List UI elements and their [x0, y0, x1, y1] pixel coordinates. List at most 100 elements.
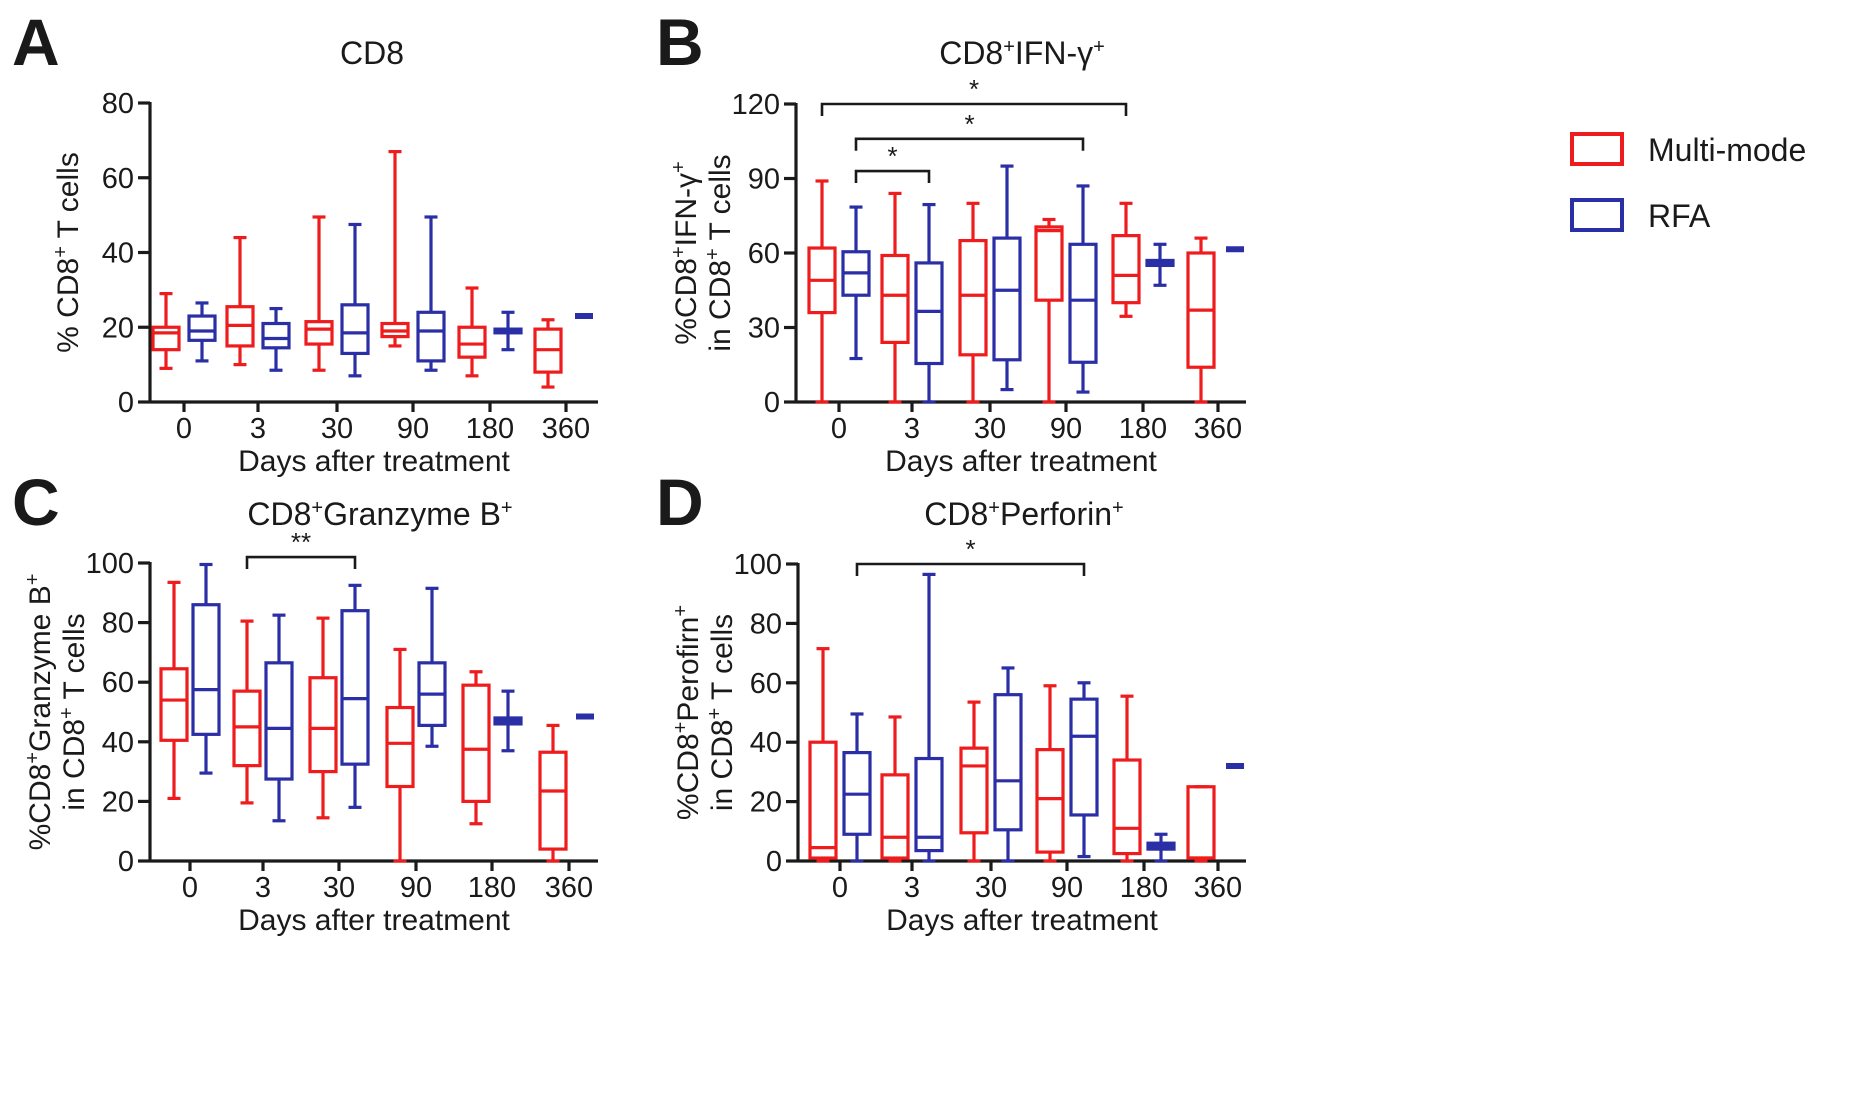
- y-tick-label: 80: [102, 608, 134, 640]
- box-rfa-day-0: [191, 562, 221, 775]
- x-axis-label: Days after treatment: [885, 445, 1157, 478]
- x-tick-label: 360: [1194, 413, 1242, 445]
- x-tick-label: 3: [250, 413, 266, 445]
- panel-letter: D: [656, 465, 704, 539]
- iqr-box: [1069, 697, 1099, 817]
- x-tick-label: 360: [1194, 872, 1242, 904]
- y-tick-label: 60: [102, 667, 134, 699]
- box-multi-mode-day-0: [807, 179, 837, 404]
- iqr-box: [1035, 748, 1065, 854]
- panel-d: D CD8+Perforin+ 0 20 40 60 80 100 0 3 30 90 180 360 Da…: [656, 465, 1246, 937]
- iqr-box: [416, 310, 446, 363]
- x-axis-label: Days after treatment: [238, 445, 510, 478]
- x-tick-label: 30: [321, 413, 353, 445]
- iqr-box: [308, 676, 338, 774]
- panel-b: B CD8+IFN-γ+ 0 30 60 90 120 0 3 30 90 180 360 Days af…: [656, 5, 1246, 478]
- significance-bracket: *: [854, 141, 931, 184]
- bracket-line: [854, 169, 931, 184]
- box-multi-mode-day-90: [385, 647, 415, 863]
- y-tick-label: 60: [750, 668, 782, 700]
- iqr-box: [959, 746, 989, 835]
- box-multi-mode-day-180: [457, 286, 487, 378]
- iqr-box: [159, 667, 189, 742]
- box-multi-mode-day-360: [533, 318, 563, 389]
- iqr-box: [808, 740, 838, 860]
- y-axis-label: in CD8+ T cells: [56, 613, 91, 810]
- x-tick-label: 0: [176, 413, 192, 445]
- y-tick-label: 0: [118, 387, 134, 419]
- bracket-line: [820, 102, 1128, 116]
- y-tick-label: 60: [102, 163, 134, 195]
- box-multi-mode-day-0: [151, 292, 181, 370]
- y-tick-label: 20: [102, 786, 134, 818]
- iqr-box: [1111, 234, 1141, 305]
- iqr-box: [914, 261, 944, 366]
- box-rfa-day-180: [493, 689, 523, 753]
- box-rfa-day-90: [416, 215, 446, 372]
- x-tick-label: 180: [466, 413, 514, 445]
- iqr-box: [1068, 242, 1098, 364]
- iqr-box: [1186, 785, 1216, 860]
- box-multi-mode-day-3: [880, 715, 910, 863]
- significance-label: *: [964, 109, 974, 139]
- significance-bracket: **: [245, 527, 357, 570]
- x-tick-label: 30: [974, 413, 1006, 445]
- x-tick-label: 360: [542, 413, 590, 445]
- significance-label: **: [291, 527, 311, 557]
- panel-letter: A: [12, 5, 60, 79]
- iqr-box: [461, 683, 491, 803]
- box-multi-mode-day-360: [538, 723, 568, 863]
- y-tick-label: 20: [102, 312, 134, 344]
- y-axis-label: in CD8+ T cells: [704, 614, 739, 811]
- significance-label: *: [969, 74, 979, 104]
- iqr-box: [264, 661, 294, 781]
- iqr-box: [1034, 225, 1064, 302]
- box-rfa-day-180: [1146, 832, 1176, 863]
- box-multi-mode-day-3: [880, 191, 910, 404]
- box-rfa-day-0: [187, 301, 217, 363]
- iqr-box: [914, 756, 944, 853]
- x-axis-label: Days after treatment: [886, 904, 1158, 937]
- y-tick-label: 0: [766, 846, 782, 878]
- y-axis-label: %CD8+Granzyme B+: [22, 574, 57, 851]
- box-rfa-day-30: [993, 666, 1023, 863]
- box-multi-mode-day-180: [1112, 694, 1142, 863]
- x-tick-label: 180: [468, 872, 516, 904]
- box-multi-mode-day-0: [808, 647, 838, 863]
- x-tick-label: 180: [1120, 872, 1168, 904]
- y-tick-label: 80: [102, 88, 134, 120]
- x-tick-label: 0: [182, 872, 198, 904]
- box-rfa-day-3: [914, 202, 944, 404]
- y-tick-label: 100: [734, 549, 782, 581]
- iqr-box: [191, 603, 221, 736]
- x-tick-label: 3: [904, 413, 920, 445]
- chart-title: CD8+IFN-γ+: [939, 35, 1105, 71]
- iqr-box: [958, 238, 988, 357]
- y-tick-label: 0: [118, 846, 134, 878]
- iqr-box: [880, 253, 910, 345]
- iqr-box: [261, 321, 291, 350]
- chart-title: CD8: [340, 35, 404, 71]
- panel-c: C CD8+Granzyme B+ 0 20 40 60 80 100 0 3 30 90 180 360…: [12, 465, 598, 937]
- box-rfa-day-90: [1068, 184, 1098, 394]
- y-axis-label: % CD8+ T cells: [50, 152, 85, 353]
- y-axis-label: %CD8+IFN-γ+: [668, 161, 703, 344]
- x-axis-label: Days after treatment: [238, 904, 510, 937]
- box-multi-mode-day-30: [959, 700, 989, 863]
- significance-label: *: [887, 141, 897, 171]
- y-tick-label: 40: [102, 238, 134, 270]
- chart-title: CD8+Granzyme B+: [247, 496, 512, 532]
- significance-label: *: [965, 534, 975, 564]
- box-rfa-day-30: [992, 164, 1022, 392]
- y-tick-label: 40: [750, 727, 782, 759]
- y-tick-label: 80: [750, 608, 782, 640]
- y-tick-label: 20: [750, 787, 782, 819]
- box-rfa-day-90: [417, 586, 447, 748]
- box-rfa-day-3: [261, 306, 291, 372]
- y-tick-label: 120: [732, 89, 780, 121]
- x-tick-label: 30: [323, 872, 355, 904]
- x-tick-label: 90: [1051, 872, 1083, 904]
- box-multi-mode-day-30: [304, 215, 334, 372]
- legend-swatch-rfa: [1570, 198, 1624, 232]
